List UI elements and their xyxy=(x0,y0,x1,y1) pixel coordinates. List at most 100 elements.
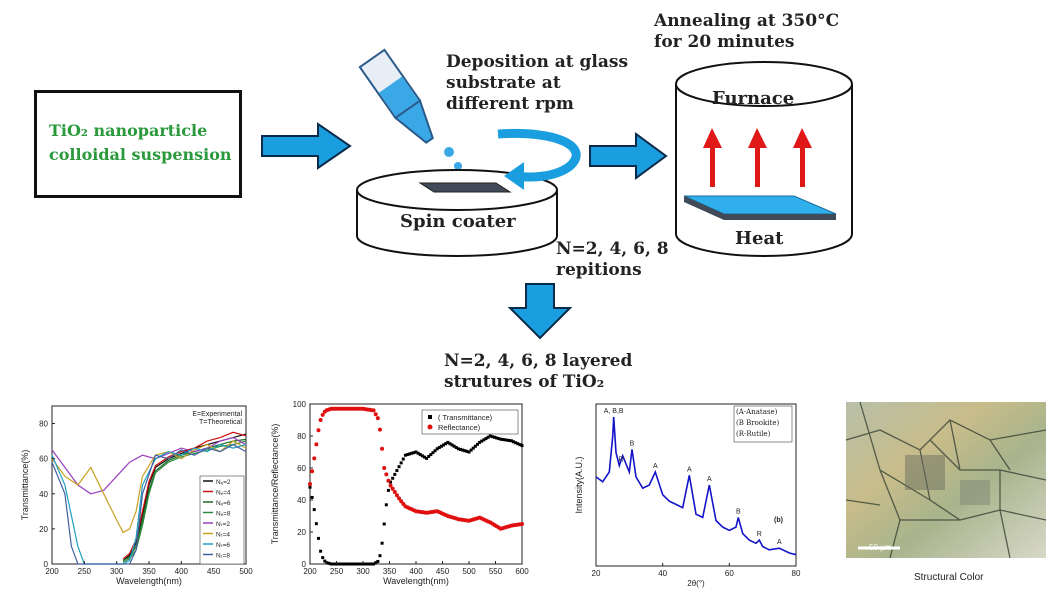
transmittance-point xyxy=(308,485,312,489)
x-tick-label: 500 xyxy=(462,567,476,576)
x-tick-label: 250 xyxy=(330,567,344,576)
x-tick-label: 400 xyxy=(409,567,423,576)
transmittance-point xyxy=(348,562,352,566)
x-tick-label: 350 xyxy=(383,567,397,576)
xrd-line xyxy=(595,416,797,556)
reflectance-point xyxy=(318,418,323,422)
plot-frame xyxy=(595,403,797,567)
transmittance-point xyxy=(492,435,496,439)
transmittance-point xyxy=(442,443,446,447)
transmittance-point xyxy=(410,451,414,455)
transmittance-point xyxy=(425,456,429,460)
transmittance-point xyxy=(418,453,422,457)
transmittance-point xyxy=(363,562,367,566)
transmittance-point xyxy=(406,453,410,457)
legend-box xyxy=(421,409,519,435)
suspension-line1: TiO₂ nanoparticle xyxy=(49,121,208,140)
transmittance-point xyxy=(393,472,397,476)
transmittance-point xyxy=(503,438,507,442)
x-tick-label: 300 xyxy=(110,567,124,576)
transmittance-point xyxy=(378,554,382,558)
transmittance-point xyxy=(473,444,477,448)
y-tick-label: 100 xyxy=(293,400,307,409)
furnace xyxy=(675,61,853,257)
transmittance-point xyxy=(359,562,363,566)
transmittance-point xyxy=(505,438,509,442)
series-line xyxy=(51,436,247,495)
legend-label: Reflectance) xyxy=(438,423,481,432)
transmittance-point xyxy=(446,440,450,444)
y-tick-label: 0 xyxy=(302,560,307,569)
y-tick-label: 40 xyxy=(39,490,48,499)
y-axis-label: Transmittance/Reflectance(%) xyxy=(270,424,280,545)
flow-arrow-2 xyxy=(589,132,668,180)
deposition-line2: substrate at xyxy=(446,73,561,93)
transmittance-point xyxy=(357,562,361,566)
x-tick-label: 350 xyxy=(142,567,156,576)
x-tick-label: 20 xyxy=(592,569,601,578)
transmittance-point xyxy=(478,440,482,444)
legend-label: Nₑ=4 xyxy=(216,490,231,497)
transmittance-point xyxy=(475,442,479,446)
transmittance-point xyxy=(429,453,433,457)
x-tick-label: 600 xyxy=(515,567,529,576)
legend-label: Nₜ=6 xyxy=(216,542,230,549)
reflectance-point xyxy=(397,496,402,501)
transmittance-point xyxy=(408,452,412,456)
peak-label: R xyxy=(618,457,623,464)
reflectance-point xyxy=(316,428,321,433)
transmittance-point xyxy=(480,439,484,443)
x-tick-label: 200 xyxy=(45,567,59,576)
transmittance-point xyxy=(336,562,340,566)
droplet-icon xyxy=(444,147,454,157)
transmittance-point xyxy=(312,508,316,512)
deposition-line3: different rpm xyxy=(446,94,574,114)
transmittance-point xyxy=(499,437,503,441)
transmittance-point xyxy=(316,536,320,540)
transmittance-point xyxy=(471,446,475,450)
transmittance-point xyxy=(512,440,516,444)
heat-arrow-icon xyxy=(748,128,767,187)
peak-label: A xyxy=(653,463,658,470)
transmittance-point xyxy=(514,441,518,445)
transmittance-point xyxy=(319,549,323,553)
heat-arrow-icon xyxy=(793,128,812,187)
transmittance-point xyxy=(395,469,399,473)
transmittance-point xyxy=(469,448,473,452)
x-tick-label: 250 xyxy=(78,567,92,576)
transmittance-point xyxy=(314,522,318,526)
y-axis-label: Transmittance(%) xyxy=(20,450,30,521)
transmittance-point xyxy=(331,562,335,566)
transmittance-point xyxy=(376,559,380,563)
transmittance-point xyxy=(461,448,465,452)
transmittance-point xyxy=(459,447,463,451)
legend-label: (A-Anatase) xyxy=(736,408,778,416)
series-line xyxy=(51,443,247,565)
deposition-line1: Deposition at glass xyxy=(446,52,629,72)
transmittance-point xyxy=(346,562,350,566)
repetitions-line2: repitions xyxy=(556,260,642,280)
reflectance-point xyxy=(377,427,382,432)
legend-swatch xyxy=(427,424,433,430)
transmittance-point xyxy=(416,451,420,455)
transmittance-point xyxy=(340,562,344,566)
transmittance-point xyxy=(414,450,418,454)
transmittance-point xyxy=(433,449,437,453)
transmittance-point xyxy=(321,556,325,560)
reflectance-point xyxy=(390,486,395,491)
transmittance-point xyxy=(397,465,401,469)
reflectance-point xyxy=(320,412,325,417)
peak-label: A xyxy=(687,466,692,473)
transmittance-point xyxy=(448,442,452,446)
transmittance-reflectance-chart: 200 250 300 350 400 450 500 550 600 0 20 40 60 80 100 W… xyxy=(270,400,529,586)
transmittance-point xyxy=(490,435,494,439)
suspension-label: TiO₂ nanoparticle colloidal suspension xyxy=(49,119,232,167)
reflectance-point xyxy=(392,490,397,494)
y-tick-label: 60 xyxy=(297,464,306,473)
x-tick-label: 500 xyxy=(239,567,253,576)
peak-label: B xyxy=(630,440,635,447)
furnace-label: Furnace xyxy=(712,88,795,109)
transmittance-point xyxy=(399,461,403,465)
y-tick-label: 20 xyxy=(297,528,306,537)
